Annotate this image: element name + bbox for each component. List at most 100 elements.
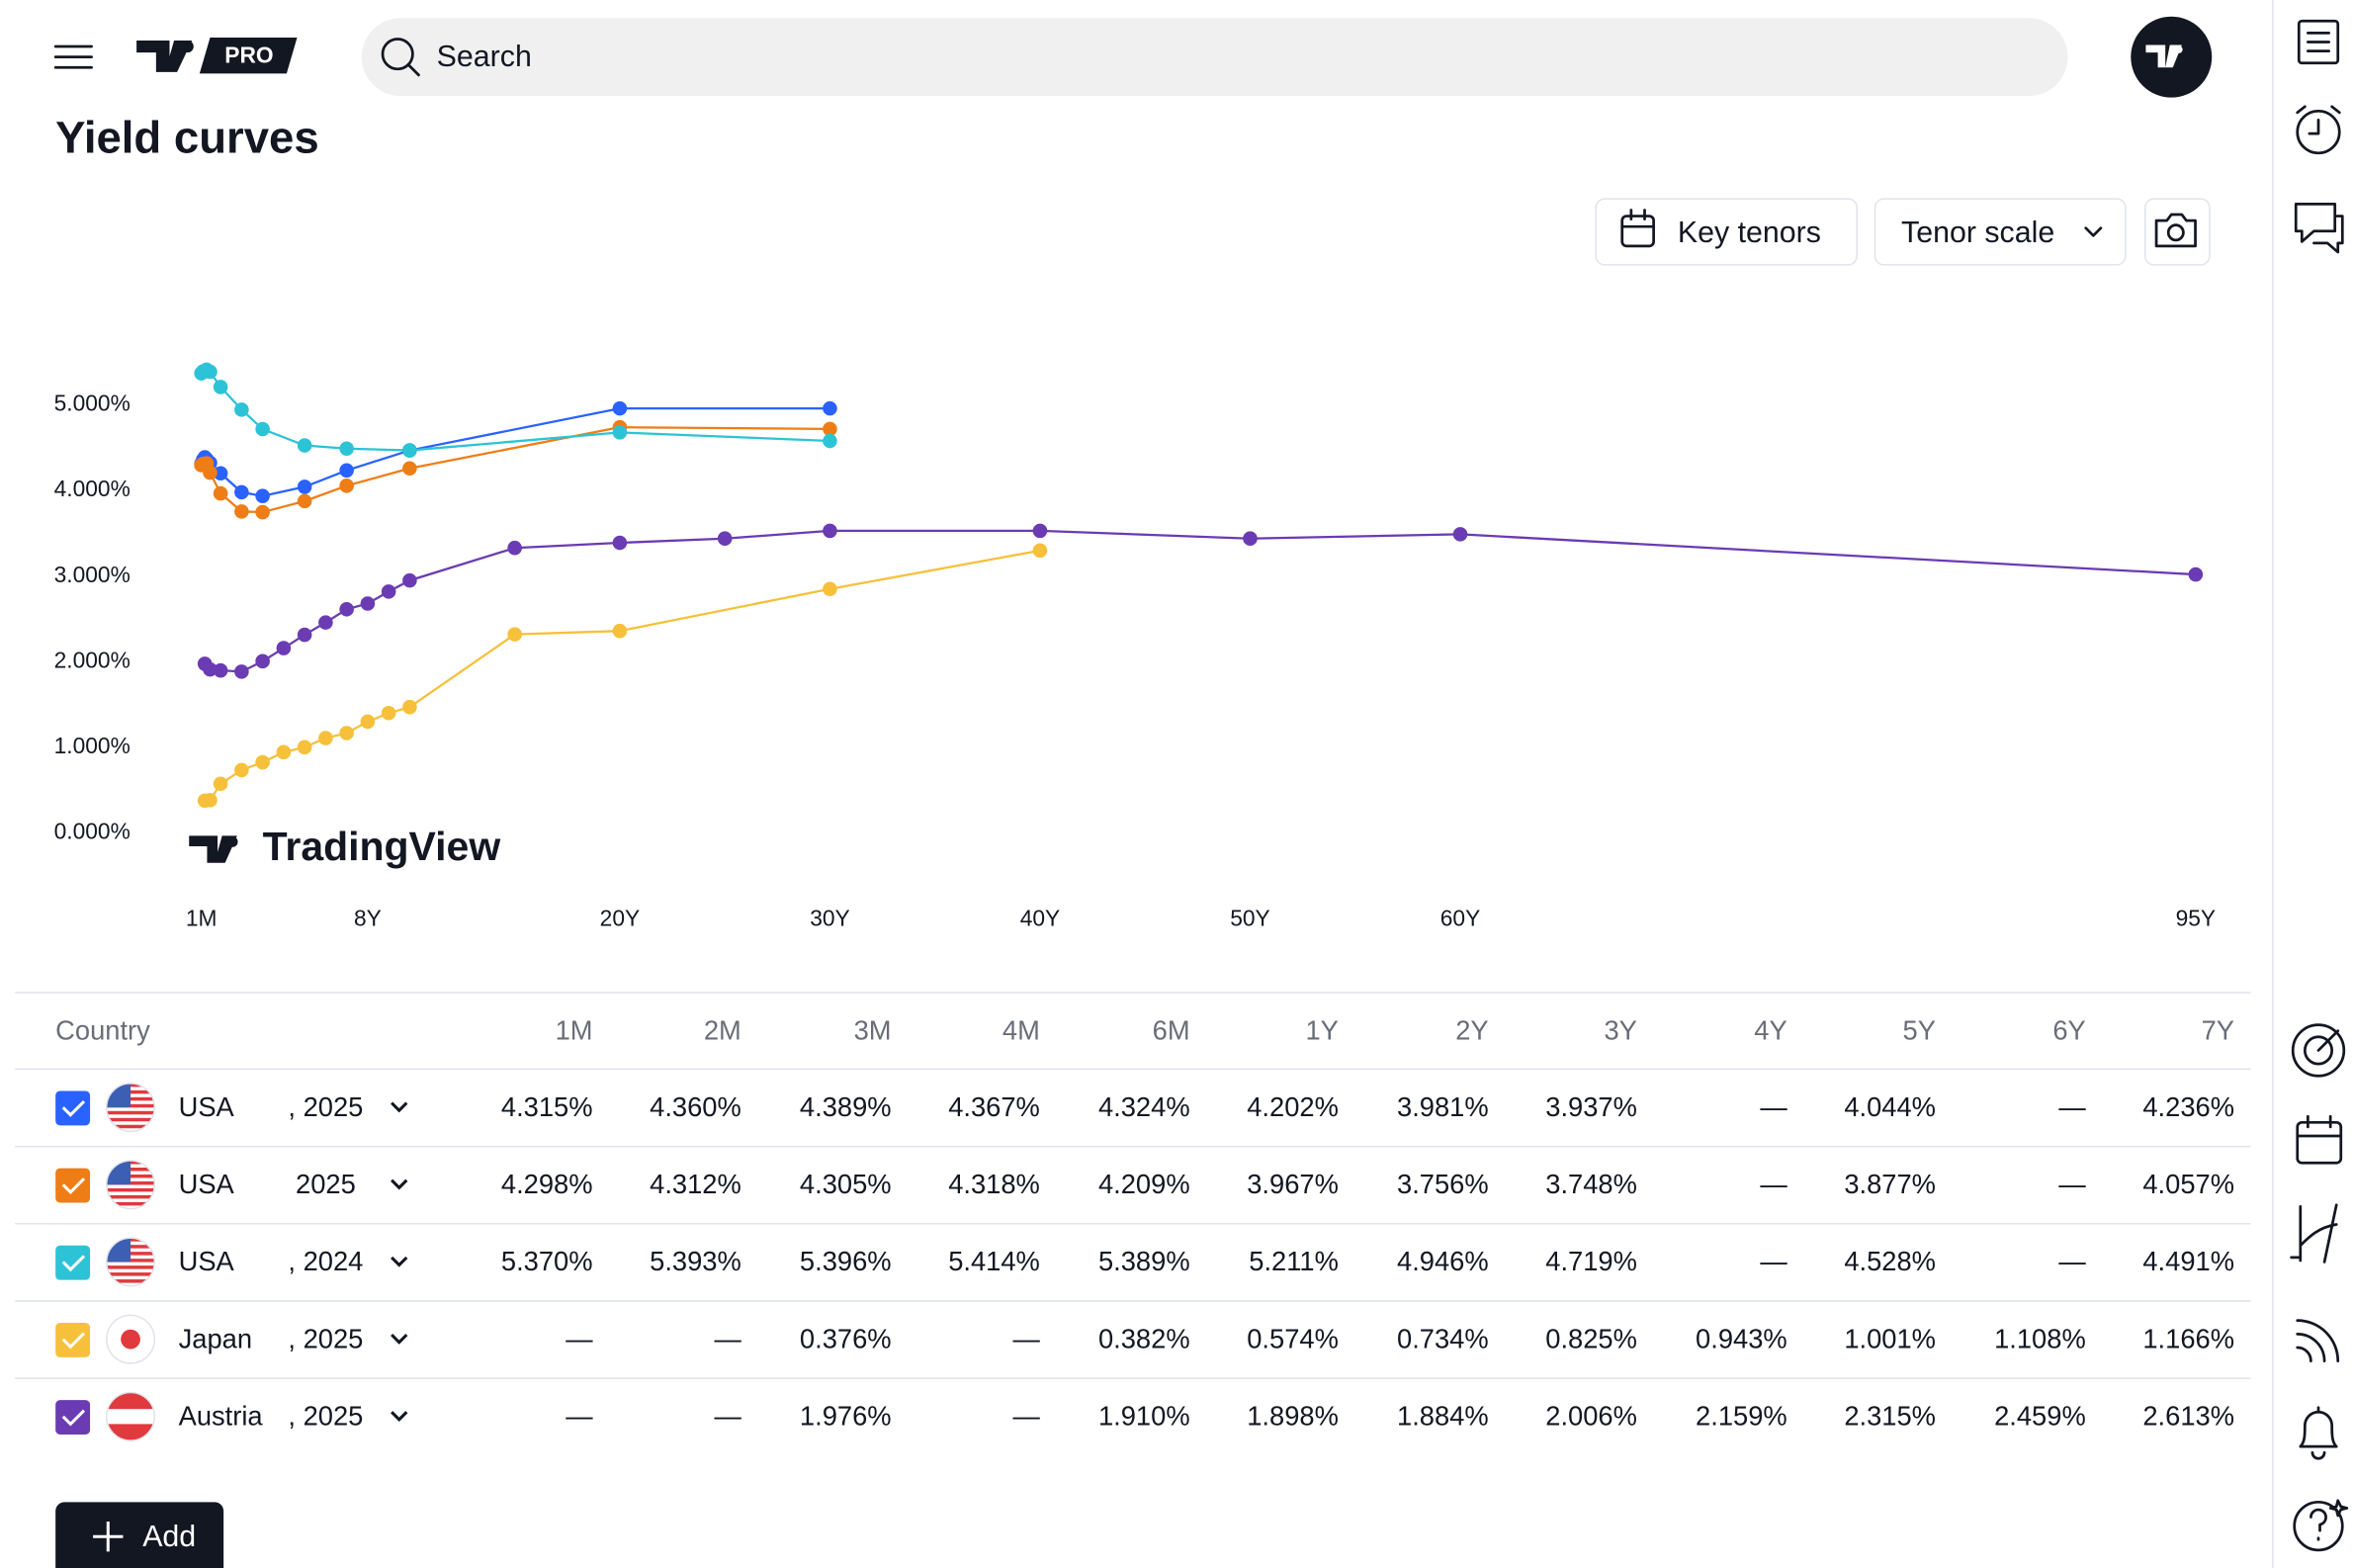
data-point xyxy=(203,465,218,480)
table-row[interactable]: USA 2025 4.298% 4.312% 4.305% 4.318% 4.209% 3.9… xyxy=(15,1145,2251,1210)
data-point xyxy=(1032,523,1048,539)
cell: 5.414% xyxy=(948,1246,1040,1276)
data-point xyxy=(612,535,628,551)
data-point xyxy=(213,380,228,394)
x-tick-label: 50Y xyxy=(1230,905,1269,930)
column-header: 6Y xyxy=(2052,1014,2085,1045)
data-point xyxy=(255,488,270,503)
news-icon[interactable] xyxy=(2296,1319,2340,1363)
table-row[interactable]: USA , 2024 5.370% 5.393% 5.396% 5.414% 5.389% 5… xyxy=(15,1223,2251,1287)
cell: 3.937% xyxy=(1545,1091,1637,1122)
data-point xyxy=(255,754,270,770)
checkbox-check xyxy=(61,1409,86,1427)
checkbox[interactable] xyxy=(55,1322,91,1357)
cell: 0.825% xyxy=(1545,1323,1637,1353)
x-tick-label: 95Y xyxy=(2176,905,2216,930)
data-point xyxy=(381,584,396,599)
date-dropdown[interactable]: , 2025 xyxy=(288,1401,408,1432)
cell: 2.315% xyxy=(1844,1401,1936,1432)
data-point xyxy=(402,699,417,715)
x-tick-label: 30Y xyxy=(810,905,849,930)
checkbox[interactable] xyxy=(55,1090,91,1126)
flag-disc xyxy=(121,1329,140,1350)
y-tick-label: 2.000% xyxy=(54,647,131,672)
add-button[interactable]: Add xyxy=(55,1502,224,1568)
cell: 4.315% xyxy=(501,1091,593,1122)
data-point xyxy=(823,433,837,449)
cell: — xyxy=(2058,1246,2086,1276)
series-line xyxy=(200,407,830,497)
table: Country 1M 2M 3M 4M 6M 1Y 2Y 3Y 4Y 5Y 6Y 7Y USA , 2025… xyxy=(15,992,2251,1441)
y-tick-label: 5.000% xyxy=(54,391,131,416)
tenor-scale-button[interactable]: Tenor scale xyxy=(1874,198,2127,266)
flag-stripe xyxy=(106,1201,155,1206)
data-point xyxy=(507,627,522,642)
table-row[interactable]: USA , 2025 4.315% 4.360% 4.389% 4.367% 4.324% 4… xyxy=(15,1068,2251,1133)
table-row[interactable]: Japan , 2025 — — 0.376% — 0.382% 0.574% 0.734% 0.… xyxy=(15,1300,2251,1364)
flag-stripe xyxy=(106,1272,155,1276)
flag-stripe xyxy=(106,1265,155,1269)
data-point xyxy=(612,400,628,416)
data-point xyxy=(276,641,292,655)
notifications-icon[interactable] xyxy=(2299,1406,2338,1460)
date-dropdown[interactable]: , 2025 xyxy=(288,1091,408,1122)
date: , 2024 xyxy=(288,1246,363,1276)
date: , 2025 xyxy=(288,1091,363,1122)
column-header: 4Y xyxy=(1754,1014,1787,1045)
watchlist-icon[interactable] xyxy=(2297,19,2340,65)
cell: — xyxy=(1013,1401,1041,1432)
date: , 2025 xyxy=(288,1401,363,1432)
data-point xyxy=(213,466,228,481)
checkbox-box xyxy=(55,1090,91,1126)
series-line xyxy=(205,549,1041,803)
chevron xyxy=(391,1256,408,1267)
add-label: Add xyxy=(142,1521,196,1553)
x-tick-label: 1M xyxy=(186,905,218,930)
chevron xyxy=(391,1334,408,1345)
chevron xyxy=(391,1101,408,1113)
cell: 4.528% xyxy=(1844,1246,1936,1276)
flag-stripe xyxy=(106,1124,155,1129)
chat-icon[interactable] xyxy=(2294,203,2344,254)
menu-button[interactable] xyxy=(53,44,93,69)
logo[interactable]: PRO xyxy=(136,37,298,74)
avatar[interactable] xyxy=(2131,16,2213,98)
checkbox-check xyxy=(61,1255,86,1272)
checkbox[interactable] xyxy=(55,1168,91,1203)
logo-badge: PRO xyxy=(224,43,273,68)
cell: — xyxy=(1760,1246,1787,1276)
data-point xyxy=(255,421,270,437)
search-placeholder: Search xyxy=(437,41,532,73)
cell: 2.459% xyxy=(1994,1401,2086,1432)
key-tenors-button[interactable]: Key tenors xyxy=(1595,198,1859,266)
snapshot-button[interactable] xyxy=(2143,198,2211,266)
country: USA xyxy=(179,1091,235,1122)
column-header: 3M xyxy=(854,1014,892,1045)
checkbox[interactable] xyxy=(55,1245,91,1280)
checkbox-box xyxy=(55,1245,91,1280)
data-point xyxy=(203,364,218,380)
calendar-icon[interactable] xyxy=(2296,1114,2343,1165)
alerts-icon[interactable] xyxy=(2296,105,2341,155)
checkbox-check xyxy=(61,1099,86,1117)
cell: 2.159% xyxy=(1696,1401,1787,1432)
table-row[interactable]: Austria , 2025 — — 1.976% — 1.910% 1.898% 1.884%… xyxy=(15,1377,2251,1441)
screener-icon[interactable] xyxy=(2291,1023,2346,1078)
data-point xyxy=(339,726,354,740)
flag xyxy=(106,1237,156,1287)
data-point xyxy=(213,776,228,792)
cell: 3.877% xyxy=(1844,1169,1936,1199)
date-dropdown[interactable]: 2025 xyxy=(296,1169,408,1199)
help-icon[interactable] xyxy=(2293,1499,2349,1552)
data-point xyxy=(339,479,354,493)
search-bar[interactable]: Search xyxy=(361,18,2068,97)
cell: 0.574% xyxy=(1247,1323,1339,1353)
date-dropdown[interactable]: , 2025 xyxy=(288,1323,408,1353)
cell: 4.057% xyxy=(2142,1169,2234,1199)
data-point xyxy=(823,523,837,539)
date-dropdown[interactable]: , 2024 xyxy=(288,1246,408,1276)
key-tenors-label: Key tenors xyxy=(1678,217,1821,249)
yield-icon[interactable] xyxy=(2290,1203,2338,1263)
column-header: 6M xyxy=(1153,1014,1190,1045)
checkbox[interactable] xyxy=(55,1400,91,1436)
